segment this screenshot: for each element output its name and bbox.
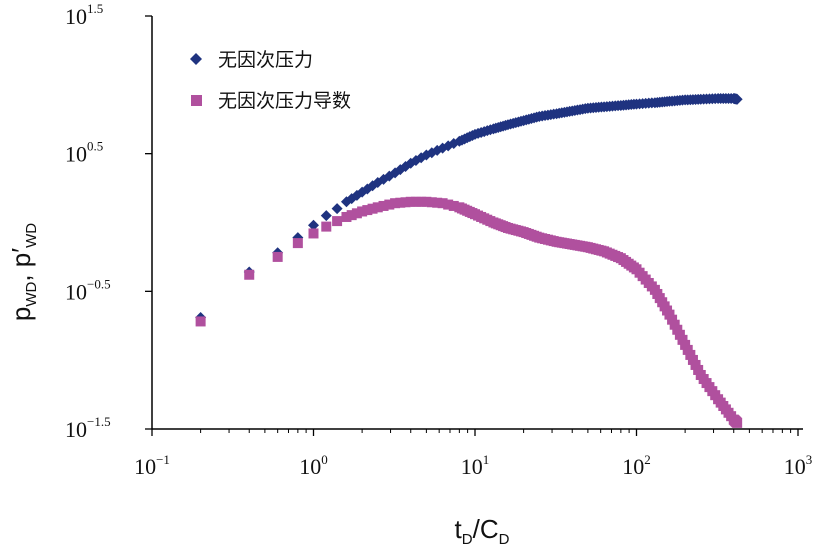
data-point-derivative: [357, 206, 368, 217]
y-tick-label: 101.5: [65, 1, 103, 29]
legend-label-pressure: 无因次压力: [218, 49, 313, 71]
y-title-sub2: WD: [23, 223, 40, 248]
data-point-derivative: [677, 334, 688, 345]
data-point-derivative: [244, 269, 255, 280]
data-point-derivative: [272, 251, 283, 262]
axes: [151, 16, 803, 430]
data-point-derivative: [421, 196, 432, 207]
data-point-derivative: [685, 349, 696, 360]
x-tick-label: 10−1: [134, 452, 170, 479]
y-tick-label: 100.5: [65, 139, 103, 167]
data-point-derivative: [443, 199, 454, 210]
data-point-derivative: [390, 198, 401, 209]
x-tick-label: 103: [784, 452, 813, 479]
data-point-derivative: [372, 202, 383, 213]
data-point-derivative: [687, 354, 698, 365]
data-point-derivative: [448, 200, 459, 211]
data-point-derivative: [341, 211, 352, 222]
data-point-derivative: [321, 221, 332, 232]
legend-marker-diamond: [190, 53, 202, 65]
data-point-derivative: [195, 316, 206, 327]
x-title-t: t: [455, 514, 463, 544]
data-point-derivative: [292, 238, 303, 249]
data-point-derivative: [426, 197, 437, 208]
data-point-derivative: [395, 197, 406, 208]
legend-marker-square: [191, 95, 202, 106]
data-point-pressure: [308, 219, 319, 231]
data-point-derivative: [664, 309, 675, 320]
data-point-derivative: [351, 208, 362, 219]
data-point-derivative: [672, 324, 683, 335]
data-point-derivative: [680, 339, 691, 350]
data-point-derivative: [362, 205, 373, 216]
legend-label-derivative: 无因次压力导数: [218, 90, 351, 112]
data-point-derivative: [367, 203, 378, 214]
x-tick-label: 100: [299, 452, 328, 479]
y-title-sub1: WD: [23, 282, 40, 307]
series-dimensionless-pressure: [195, 93, 743, 323]
data-point-derivative: [432, 197, 443, 208]
data-point-derivative: [405, 196, 416, 207]
data-point-derivative: [332, 216, 343, 227]
data-point-derivative: [682, 344, 693, 355]
legend: 无因次压力 无因次压力导数: [190, 49, 351, 112]
data-point-derivative: [400, 197, 411, 208]
y-title-comma: , p′: [6, 248, 36, 282]
data-point-derivative: [410, 196, 421, 207]
data-point-derivative: [437, 198, 448, 209]
data-point-derivative: [416, 196, 427, 207]
x-title-slash: /C: [473, 514, 499, 544]
data-point-pressure: [331, 203, 343, 215]
data-point-derivative: [308, 228, 319, 239]
x-title-sub2: D: [499, 531, 510, 548]
data-point-derivative: [346, 210, 357, 221]
x-axis-title: tD/CD: [455, 514, 510, 548]
axis-ticks: [145, 15, 799, 436]
x-tick-label: 101: [461, 452, 490, 479]
x-tick-label: 102: [622, 452, 651, 479]
series-dimensionless-pressure-derivative: [195, 196, 743, 428]
data-point-derivative: [693, 364, 704, 375]
data-point-derivative: [384, 199, 395, 210]
data-point-derivative: [378, 200, 389, 211]
x-title-sub1: D: [462, 531, 473, 548]
data-point-derivative: [732, 417, 743, 428]
data-point-pressure: [731, 93, 743, 105]
data-point-derivative: [674, 329, 685, 340]
data-point-pressure: [320, 210, 332, 222]
data-point-derivative: [667, 314, 678, 325]
x-tick-labels: 10−1 100 101 102 103: [134, 452, 812, 479]
y-tick-label: 10−0.5: [65, 276, 111, 304]
y-tick-label: 10−1.5: [65, 414, 111, 442]
data-point-derivative: [690, 359, 701, 370]
y-title-p: p: [6, 307, 36, 321]
y-axis-title: pWD, p′WD: [6, 223, 40, 321]
y-tick-labels: 10−1.5 10−0.5 100.5 101.5: [65, 1, 111, 442]
data-point-derivative: [669, 319, 680, 330]
